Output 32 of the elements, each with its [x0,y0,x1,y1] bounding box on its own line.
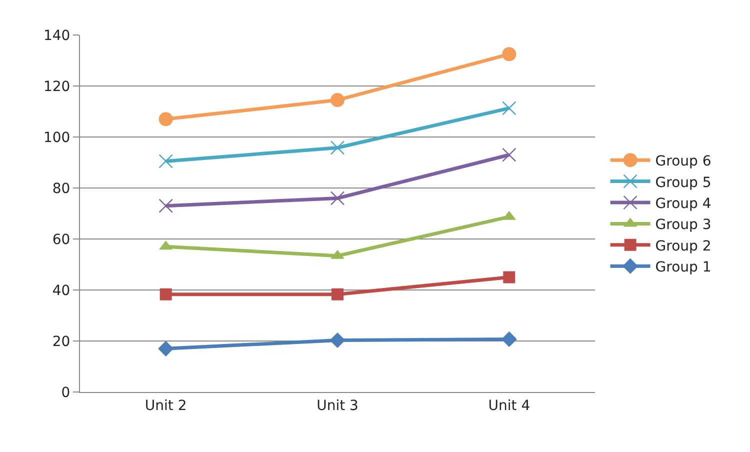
y-tick-label: 80 [52,180,70,197]
point [332,288,344,300]
legend-label: Group 3 [655,217,712,234]
point [501,331,517,348]
point [158,154,173,168]
legend-label: Group 5 [655,174,712,191]
x-tick-label: Unit 2 [144,398,187,414]
y-tick-label: 140 [43,28,70,44]
point [330,93,344,108]
point [502,148,516,162]
legend-label: Group 4 [655,196,712,212]
legend-label: Group 1 [655,260,712,276]
point [330,140,345,155]
y-tick-label: 0 [61,384,70,401]
point [330,191,345,206]
y-tick-label: 100 [43,130,70,146]
point [502,47,516,62]
point [158,340,174,356]
point [503,271,516,284]
point [330,332,346,348]
y-tick-label: 60 [52,232,70,248]
y-tick-label: 40 [52,282,70,299]
x-tick-label: Unit 4 [488,398,530,414]
x-tick-label: Unit 3 [316,398,358,414]
legend-label: Group 2 [655,238,712,254]
point [158,112,173,126]
point [158,198,173,213]
y-tick-label: 120 [43,78,70,95]
point [502,101,516,116]
legend-label: Group 6 [655,154,712,170]
y-tick-label: 20 [52,334,70,350]
point [160,288,172,300]
